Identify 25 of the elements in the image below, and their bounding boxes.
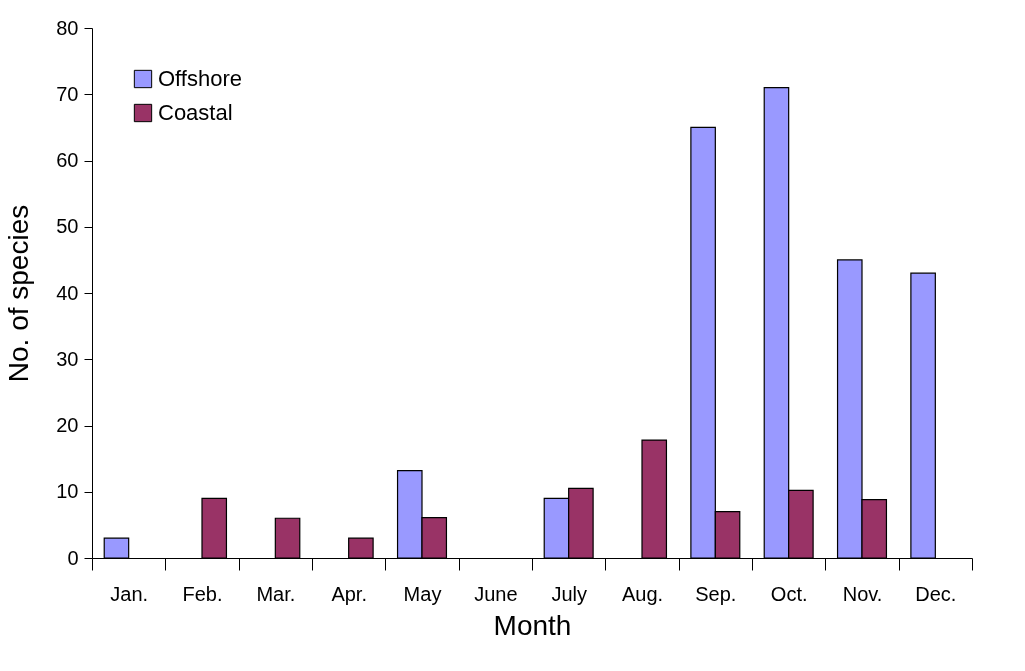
x-tick-label: Jan. bbox=[110, 582, 149, 605]
legend-label: Coastal bbox=[158, 100, 233, 125]
y-tick-label: 70 bbox=[56, 82, 79, 105]
y-tick-label: 0 bbox=[67, 546, 79, 569]
x-tick-label: Oct. bbox=[770, 582, 808, 605]
legend-label: Offshore bbox=[158, 66, 242, 91]
y-tick-label: 30 bbox=[56, 347, 79, 370]
x-tick-label: Nov. bbox=[842, 582, 883, 605]
y-axis-title: No. of species bbox=[3, 204, 35, 383]
x-tick-label: July bbox=[551, 582, 587, 605]
x-tick-label: Apr. bbox=[331, 582, 367, 605]
x-tick-label: Feb. bbox=[182, 582, 223, 605]
y-tick-label: 40 bbox=[56, 281, 79, 304]
x-tick-label: May bbox=[403, 582, 442, 605]
x-tick-label: Dec. bbox=[915, 582, 957, 605]
x-tick-label: Aug. bbox=[621, 582, 664, 605]
x-axis-title: Month bbox=[493, 609, 572, 641]
x-tick-label: Sep. bbox=[695, 582, 737, 605]
x-tick-label: Mar. bbox=[256, 582, 296, 605]
y-tick-label: 20 bbox=[56, 414, 79, 436]
y-tick-label: 10 bbox=[56, 480, 79, 503]
x-tick-label: June bbox=[474, 582, 518, 605]
y-tick-label: 60 bbox=[56, 149, 79, 171]
y-tick-label: 50 bbox=[56, 215, 79, 238]
y-tick-label: 80 bbox=[56, 16, 79, 39]
